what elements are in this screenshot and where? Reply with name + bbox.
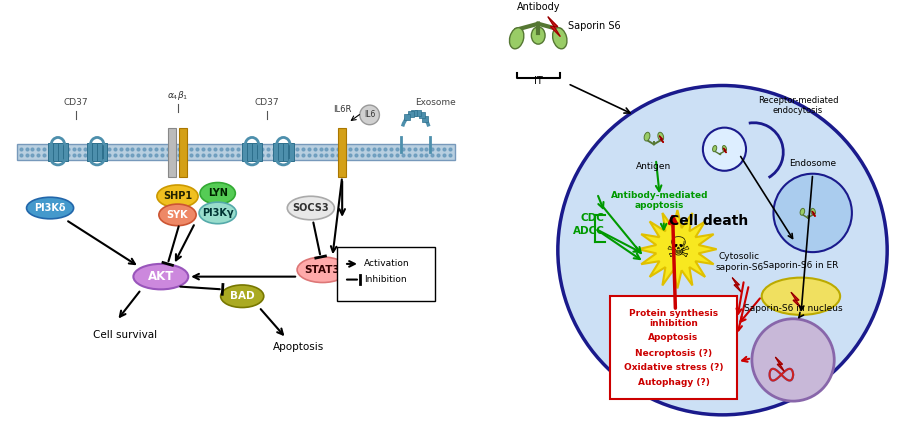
Bar: [289, 143, 293, 161]
Text: Activation: Activation: [364, 259, 410, 268]
Bar: [53, 143, 58, 161]
Ellipse shape: [199, 202, 237, 224]
Ellipse shape: [658, 132, 663, 141]
Bar: [411, 110, 418, 116]
Text: Apoptosis: Apoptosis: [273, 342, 324, 352]
Text: Cytosolic
saporin-S6: Cytosolic saporin-S6: [715, 253, 763, 272]
Bar: [58, 143, 63, 161]
Text: $\alpha_4\beta_1$: $\alpha_4\beta_1$: [166, 89, 188, 102]
Text: Cell survival: Cell survival: [93, 330, 157, 340]
Text: CD37: CD37: [255, 98, 279, 107]
Text: SOCS3: SOCS3: [292, 203, 329, 213]
Bar: [86, 143, 92, 161]
Bar: [167, 128, 176, 177]
Polygon shape: [733, 278, 741, 292]
Text: IT: IT: [534, 75, 543, 86]
Polygon shape: [724, 148, 726, 153]
Ellipse shape: [200, 182, 235, 204]
Text: Autophagy (?): Autophagy (?): [637, 378, 709, 387]
Text: Inhibition: Inhibition: [364, 275, 407, 284]
Ellipse shape: [509, 28, 524, 49]
Bar: [17, 144, 454, 160]
Text: Antibody: Antibody: [517, 2, 560, 12]
Bar: [284, 143, 288, 161]
Ellipse shape: [220, 285, 264, 307]
Text: CDC: CDC: [581, 213, 605, 223]
Ellipse shape: [723, 146, 726, 152]
Text: ☠: ☠: [665, 235, 689, 263]
Bar: [419, 112, 425, 118]
Text: Oxidative stress (?): Oxidative stress (?): [624, 363, 724, 372]
Ellipse shape: [761, 278, 840, 315]
Text: Necroptosis (?): Necroptosis (?): [634, 348, 712, 358]
Text: Saporin S6: Saporin S6: [568, 21, 620, 31]
Bar: [63, 143, 68, 161]
Text: Exosome: Exosome: [415, 98, 455, 107]
Text: PI3Kγ: PI3Kγ: [202, 208, 233, 218]
Bar: [278, 143, 284, 161]
Text: Saporin-S6 in nucleus: Saporin-S6 in nucleus: [743, 304, 842, 313]
Text: ADCC: ADCC: [573, 226, 605, 237]
Text: SHP1: SHP1: [163, 191, 192, 201]
Ellipse shape: [133, 264, 188, 289]
Bar: [48, 143, 52, 161]
Bar: [338, 128, 346, 177]
Bar: [92, 143, 97, 161]
Text: PI3Kδ: PI3Kδ: [34, 203, 66, 213]
Ellipse shape: [297, 257, 348, 282]
Text: BAD: BAD: [230, 291, 255, 301]
Text: Antibody-mediated
apoptosis: Antibody-mediated apoptosis: [611, 190, 708, 210]
Circle shape: [703, 128, 746, 171]
Circle shape: [752, 319, 834, 401]
Bar: [610, 296, 737, 399]
Ellipse shape: [531, 27, 545, 44]
Bar: [257, 143, 262, 161]
Text: Saporin-S6 in ER: Saporin-S6 in ER: [763, 261, 839, 270]
Text: SYK: SYK: [166, 210, 188, 220]
Bar: [103, 143, 107, 161]
Text: AKT: AKT: [148, 270, 174, 283]
Polygon shape: [660, 136, 663, 143]
Circle shape: [558, 86, 887, 415]
Ellipse shape: [553, 28, 567, 49]
Text: STAT3: STAT3: [305, 265, 340, 275]
Bar: [242, 143, 247, 161]
Text: Protein synthesis
inhibition: Protein synthesis inhibition: [629, 309, 718, 328]
Circle shape: [360, 105, 380, 125]
Text: Antigen: Antigen: [636, 162, 671, 171]
Ellipse shape: [26, 197, 74, 219]
Bar: [408, 111, 414, 117]
Text: IL6: IL6: [364, 110, 375, 119]
Ellipse shape: [287, 196, 334, 220]
Bar: [273, 143, 278, 161]
Polygon shape: [548, 17, 561, 36]
Ellipse shape: [644, 132, 650, 141]
Bar: [179, 128, 187, 177]
Text: LYN: LYN: [208, 188, 228, 198]
Ellipse shape: [157, 185, 198, 208]
Circle shape: [773, 174, 852, 252]
Bar: [97, 143, 102, 161]
Text: CD37: CD37: [63, 98, 88, 107]
Text: Endosome: Endosome: [789, 159, 836, 168]
Text: IL6R: IL6R: [333, 105, 351, 114]
Ellipse shape: [159, 204, 196, 226]
Ellipse shape: [713, 146, 716, 152]
Ellipse shape: [800, 208, 805, 215]
Bar: [338, 247, 436, 301]
Text: Apoptosis: Apoptosis: [648, 333, 698, 342]
Bar: [404, 114, 410, 120]
Bar: [415, 110, 421, 116]
Polygon shape: [638, 210, 716, 288]
Bar: [248, 143, 252, 161]
Ellipse shape: [811, 208, 815, 215]
Polygon shape: [776, 357, 784, 372]
Bar: [252, 143, 256, 161]
Polygon shape: [812, 211, 815, 217]
Bar: [422, 116, 428, 122]
Polygon shape: [791, 292, 801, 308]
Text: Cell death: Cell death: [670, 214, 749, 228]
Text: Receptor-mediated
endocytosis: Receptor-mediated endocytosis: [758, 95, 838, 115]
